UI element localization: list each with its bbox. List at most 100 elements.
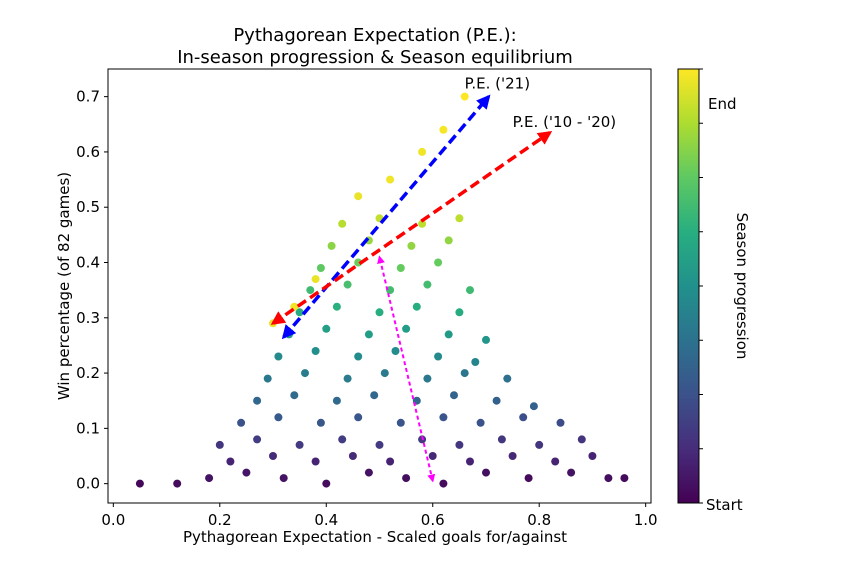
arrow xyxy=(377,255,436,483)
scatter-point xyxy=(439,125,448,134)
scatter-point xyxy=(460,369,469,378)
scatter-point xyxy=(524,474,533,483)
scatter-point xyxy=(269,452,277,460)
scatter-point xyxy=(332,302,341,311)
scatter-point xyxy=(290,391,299,400)
y-tick-label: 0.0 xyxy=(76,475,100,493)
scatter-point xyxy=(423,280,432,289)
y-tick-label: 0.1 xyxy=(76,419,100,437)
arrows xyxy=(270,94,553,483)
scatter-point xyxy=(364,330,373,339)
colorbar-label: Season progression xyxy=(733,213,751,360)
scatter-point xyxy=(588,452,597,460)
colorbar-gradient xyxy=(677,68,700,504)
annotations: P.E. ('21) P.E. ('10 - '20) xyxy=(465,74,616,131)
scatter-point xyxy=(439,479,448,488)
y-tick-label: 0.4 xyxy=(76,254,100,272)
y-tick-label: 0.7 xyxy=(76,88,100,106)
scatter-point xyxy=(396,264,405,272)
chart-subtitle: In-season progression & Season equilibri… xyxy=(177,47,573,68)
scatter-point xyxy=(332,396,341,405)
scatter-point xyxy=(343,280,352,289)
x-tick-label: 0.6 xyxy=(421,511,445,529)
scatter-point xyxy=(348,452,357,460)
scatter-point xyxy=(380,369,389,378)
scatter-point xyxy=(450,391,458,400)
scatter-point xyxy=(311,457,320,466)
scatter-point xyxy=(444,330,453,339)
scatter-point xyxy=(311,275,320,284)
y-tick-label: 0.5 xyxy=(76,198,100,216)
scatter-point xyxy=(205,474,214,483)
scatter-point xyxy=(306,286,315,295)
y-axis-label: Win percentage (of 82 games) xyxy=(55,172,73,400)
scatter-point xyxy=(274,413,283,422)
scatter-point xyxy=(471,358,480,366)
scatter-point xyxy=(455,440,464,449)
scatter-point xyxy=(370,391,379,400)
scatter-point xyxy=(135,479,144,488)
y-axis: 0.0 0.1 0.2 0.3 0.4 0.5 0.6 0.7 xyxy=(76,88,108,493)
scatter-point xyxy=(322,324,331,333)
scatter-point xyxy=(402,474,411,483)
scatter-point xyxy=(535,440,544,449)
y-tick-label: 0.3 xyxy=(76,309,100,327)
scatter-point xyxy=(322,479,331,488)
x-tick-label: 0.0 xyxy=(101,511,125,529)
scatter-point xyxy=(529,402,538,411)
scatter-point xyxy=(386,457,395,466)
scatter-point xyxy=(396,418,405,427)
annotation: P.E. ('21) xyxy=(465,74,530,92)
scatter-point xyxy=(354,413,363,422)
colorbar-start-label: Start xyxy=(706,496,743,514)
plot-area xyxy=(107,68,652,504)
scatter-point xyxy=(338,435,347,444)
scatter-point xyxy=(497,435,506,444)
x-tick-label: 0.2 xyxy=(208,511,232,529)
scatter-point xyxy=(439,413,448,422)
colorbar: End Start Season progression xyxy=(677,68,751,514)
scatter-point xyxy=(604,474,613,483)
scatter-point xyxy=(466,286,474,295)
scatter-point xyxy=(556,418,565,427)
scatter-point xyxy=(482,335,490,344)
scatter-point xyxy=(343,374,352,383)
x-tick-label: 1.0 xyxy=(634,511,658,529)
y-tick-label: 0.2 xyxy=(76,364,100,382)
scatter-point xyxy=(455,308,464,317)
scatter-point xyxy=(253,435,262,444)
scatter-point xyxy=(423,374,432,383)
scatter-point xyxy=(327,241,336,250)
scatter-point xyxy=(402,324,411,333)
colorbar-end-label: End xyxy=(708,95,737,113)
scatter-point xyxy=(215,440,224,449)
scatter-point xyxy=(434,258,443,267)
scatter-point xyxy=(407,241,416,250)
scatter-point xyxy=(253,396,262,405)
scatter-point xyxy=(242,468,251,477)
scatter-point xyxy=(434,352,443,361)
scatter-point xyxy=(551,457,560,466)
scatter-point xyxy=(508,452,517,460)
scatter-point xyxy=(364,468,373,477)
scatter-point xyxy=(279,474,288,483)
chart-title: Pythagorean Expectation (P.E.): xyxy=(233,25,516,46)
scatter-point xyxy=(354,192,363,201)
scatter-point xyxy=(455,214,464,223)
x-tick-label: 0.4 xyxy=(314,511,338,529)
scatter-point xyxy=(412,302,421,311)
arrow xyxy=(270,130,553,325)
scatter-point xyxy=(418,147,427,156)
scatter-point xyxy=(375,308,384,317)
x-axis-label: Pythagorean Expectation - Scaled goals f… xyxy=(183,528,567,546)
scatter-point xyxy=(444,236,453,245)
scatter-point xyxy=(226,457,235,466)
scatter-point xyxy=(274,352,283,361)
scatter-point xyxy=(237,418,246,427)
scatter-point xyxy=(295,440,304,449)
scatter-point xyxy=(173,479,182,488)
scatter-point xyxy=(428,452,437,460)
scatter-point xyxy=(338,219,347,228)
scatter-point xyxy=(391,347,400,355)
